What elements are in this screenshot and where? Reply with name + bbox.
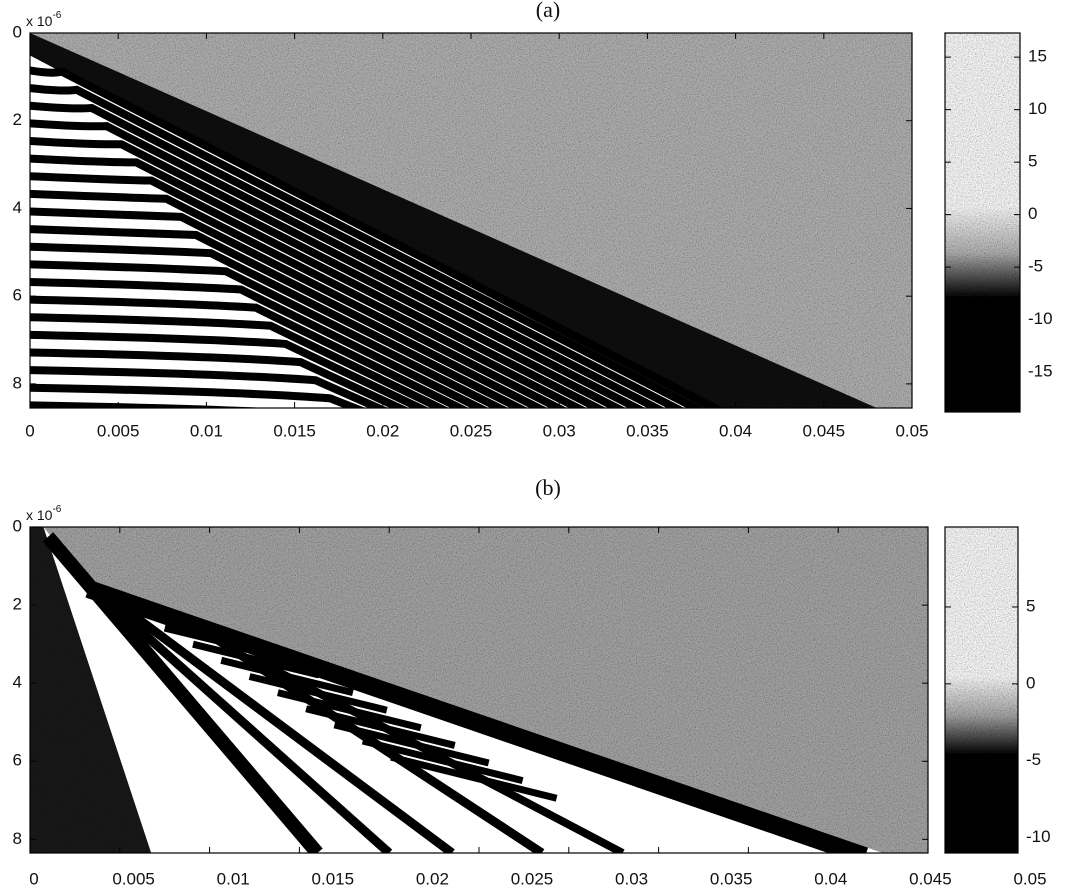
y-tick-label: 2 (13, 110, 22, 129)
stripe (30, 295, 469, 408)
field-dark (30, 527, 152, 853)
y-tick-label: 8 (13, 373, 22, 392)
x-tick-label: 0.005 (112, 869, 155, 888)
x-tick-label: 0.035 (710, 869, 753, 888)
stripe (30, 383, 366, 408)
stripe (30, 225, 548, 408)
x-tick-label: 0.02 (366, 421, 399, 440)
stripe (30, 366, 389, 408)
y-tick-label: 8 (13, 829, 22, 848)
panel-title: (a) (536, 0, 560, 22)
hatch (163, 624, 286, 661)
colorbar-tick-label: 5 (1026, 596, 1035, 615)
colorbar-tick-label: -10 (1028, 309, 1053, 328)
stripe (30, 137, 646, 408)
x-tick-label: 0.025 (511, 869, 554, 888)
panel-title: (b) (535, 475, 561, 500)
stripe (30, 278, 489, 408)
x-tick-label: 0.03 (543, 421, 576, 440)
colorbar-tick-label: 5 (1028, 152, 1037, 171)
y-tick-label: 2 (13, 595, 22, 614)
band (85, 580, 869, 853)
x-tick-label: 0.005 (97, 421, 140, 440)
stripe (117, 601, 455, 853)
colorbar (945, 527, 1018, 853)
hatch (305, 705, 456, 749)
x-tick-label: 0.04 (719, 421, 752, 440)
y-tick-label: 4 (13, 673, 22, 692)
x-tick-label: 0.01 (190, 421, 223, 440)
hatch (220, 656, 354, 697)
y-tick-label: 6 (13, 286, 22, 305)
stripe (30, 330, 430, 408)
stripe (30, 66, 724, 408)
stripe (30, 84, 704, 408)
x-tick-label: 0.05 (1013, 869, 1046, 888)
heatmap (30, 527, 928, 853)
colorbar-tick-label: -10 (1026, 827, 1051, 846)
stripe (30, 154, 626, 408)
field-band (30, 33, 877, 408)
stripe (30, 101, 685, 408)
heatmap (30, 33, 912, 408)
x-tick-label: 0.05 (895, 421, 928, 440)
x-tick-label: 0.03 (615, 869, 648, 888)
multiplier-base: x 10 (26, 507, 53, 523)
x-tick-label: 0.04 (814, 869, 847, 888)
stripe (94, 588, 393, 853)
x-tick-label: 0.035 (626, 421, 669, 440)
stripe (30, 260, 509, 408)
stripe (30, 119, 665, 408)
stripe (30, 172, 607, 408)
colorbar-tick-label: 10 (1028, 99, 1047, 118)
stripe (30, 207, 568, 408)
colorbar-tick-label: -5 (1026, 750, 1041, 769)
colorbar-frame (944, 526, 1019, 854)
colorbar-tick-label: 0 (1028, 204, 1037, 223)
stripe (30, 242, 528, 408)
stripe (30, 348, 409, 408)
multiplier-base: x 10 (26, 13, 53, 29)
hatch (248, 673, 388, 714)
x-tick-label: 0 (25, 421, 34, 440)
y-multiplier: x 10-6 (26, 10, 62, 29)
panel: (b)x 10-60 0.005 0.01 0.015 0.02 0.025 0.03 0.0… (13, 475, 1051, 888)
hatch (192, 640, 320, 679)
y-tick-label: 6 (13, 751, 22, 770)
y-multiplier: x 10-6 (26, 504, 62, 523)
multiplier-exponent: -6 (52, 504, 61, 515)
x-tick-label: 0.02 (416, 869, 449, 888)
x-tick-label: 0.045 (803, 421, 846, 440)
colorbar-tick-label: 15 (1028, 47, 1047, 66)
colorbar (945, 33, 1020, 412)
hatch (333, 721, 490, 767)
y-tick-label: 0 (13, 22, 22, 41)
hatch (390, 753, 558, 802)
hatch (361, 737, 524, 785)
x-tick-label: 0.01 (217, 869, 250, 888)
panel: (a)x 10-60 0.005 0.01 0.015 0.02 0.025 0.03 0.0… (13, 0, 1053, 440)
colorbar-tick-label: 0 (1026, 673, 1035, 692)
x-tick-label: 0.015 (273, 421, 316, 440)
y-tick-label: 4 (13, 198, 22, 217)
colorbar-frame (944, 32, 1021, 413)
colorbar-tick-label: -15 (1028, 362, 1053, 381)
stripe (30, 189, 587, 408)
multiplier-exponent: -6 (52, 10, 61, 21)
hatch (277, 689, 422, 732)
stripe (30, 313, 450, 408)
x-tick-label: 0.045 (909, 869, 952, 888)
x-tick-label: 0.025 (450, 421, 493, 440)
y-tick-label: 0 (13, 516, 22, 535)
stripe (42, 532, 323, 853)
x-tick-label: 0.015 (312, 869, 355, 888)
colorbar-tick-label: -5 (1028, 257, 1043, 276)
x-tick-label: 0 (29, 869, 38, 888)
stripe (30, 401, 269, 408)
